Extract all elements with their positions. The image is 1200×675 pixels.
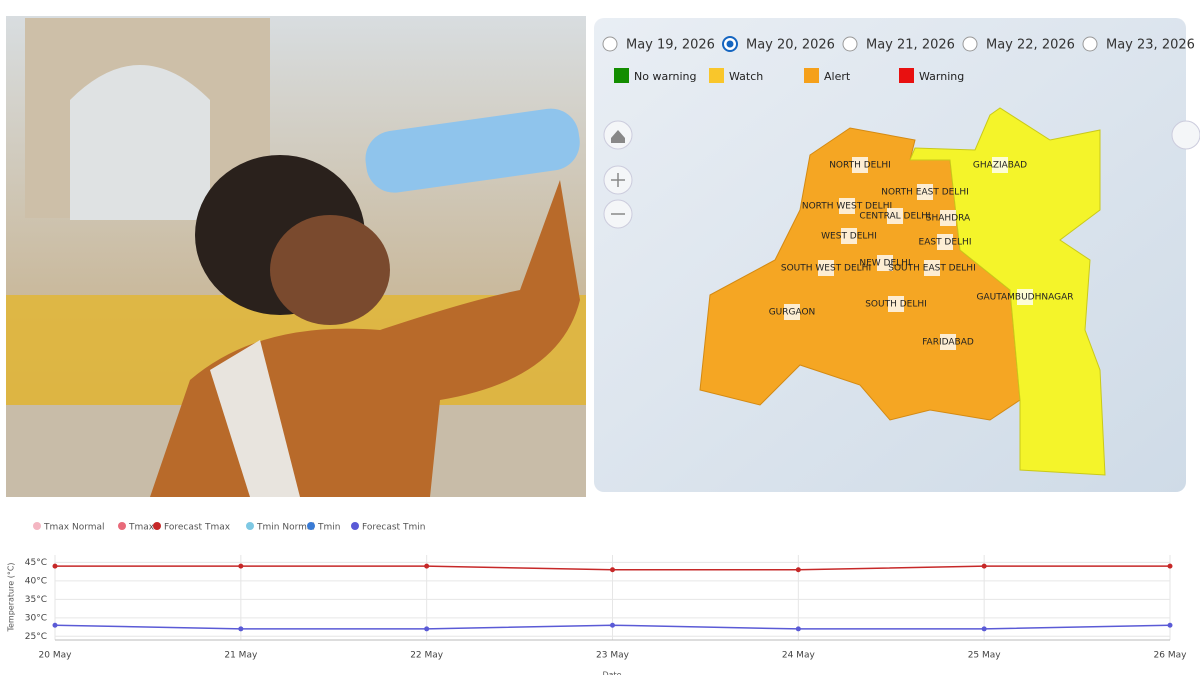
district-marker: [818, 260, 834, 276]
y-axis-label: Temperature (°C): [7, 562, 16, 632]
legend-label: No warning: [634, 70, 697, 83]
legend-label: Alert: [824, 70, 851, 83]
x-tick-label: 25 May: [968, 651, 1002, 661]
district-label: NEW DELHI: [859, 259, 910, 269]
y-tick-label: 45°C: [25, 558, 47, 568]
x-tick-label: 21 May: [224, 651, 258, 661]
photo: [6, 16, 586, 497]
legend-label: Warning: [919, 70, 964, 83]
district-label: CENTRAL DELHI: [859, 212, 930, 222]
district-marker: [888, 296, 904, 312]
legend-swatch: [614, 68, 629, 83]
district-marker: [841, 228, 857, 244]
map-panel: [594, 18, 1200, 492]
district-marker: [992, 157, 1008, 173]
legend-swatch: [709, 68, 724, 83]
legend-label: Tmax: [128, 523, 155, 533]
district-label: SHAHDRA: [926, 214, 971, 224]
data-point: [795, 567, 801, 573]
y-tick-label: 40°C: [25, 576, 47, 586]
data-point: [1167, 622, 1173, 628]
zoom-in-icon: [611, 173, 625, 187]
district-label: GAUTAMBUDHNAGAR: [976, 293, 1073, 303]
data-point: [424, 563, 430, 569]
district-label: WEST DELHI: [821, 232, 877, 242]
home-icon: [611, 130, 625, 143]
data-point: [795, 626, 801, 632]
temperature-chart: Tmax Normal Tmax Forecast Tmax Tmin Normal T…: [7, 522, 1188, 675]
data-point: [424, 626, 430, 632]
data-point: [52, 563, 58, 569]
date-radio[interactable]: [962, 36, 978, 52]
district-label: EAST DELHI: [919, 238, 972, 248]
district-label: SOUTH DELHI: [865, 300, 927, 310]
legend-marker: [246, 522, 254, 530]
y-tick-label: 25°C: [25, 632, 47, 642]
legend-swatch: [899, 68, 914, 83]
district-marker: [839, 198, 855, 214]
date-radio[interactable]: [842, 36, 858, 52]
legend-marker: [307, 522, 315, 530]
date-option-label[interactable]: May 20, 2026: [746, 38, 835, 53]
download-button[interactable]: [1171, 120, 1200, 150]
y-tick-label: 35°C: [25, 595, 47, 605]
district-marker: [784, 304, 800, 320]
x-tick-label: 23 May: [596, 651, 630, 661]
district-marker: [1017, 289, 1033, 305]
district-marker: [924, 260, 940, 276]
district-marker: [937, 234, 953, 250]
map-controls: [603, 120, 1200, 229]
data-point: [238, 626, 244, 632]
district-label: NORTH WEST DELHI: [802, 202, 892, 212]
date-radio[interactable]: [602, 36, 618, 52]
district-marker: [887, 208, 903, 224]
data-point: [1167, 563, 1173, 569]
district-label: NORTH EAST DELHI: [881, 188, 969, 198]
legend-marker: [118, 522, 126, 530]
data-point: [238, 563, 244, 569]
x-axis-label: Date: [602, 671, 621, 675]
legend-marker: [153, 522, 161, 530]
x-tick-label: 24 May: [782, 651, 816, 661]
x-tick-label: 20 May: [39, 651, 73, 661]
legend-label: Forecast Tmax: [164, 523, 231, 533]
data-point: [981, 626, 987, 632]
date-radio[interactable]: [1082, 36, 1098, 52]
district-label: FARIDABAD: [922, 338, 974, 348]
date-option-label[interactable]: May 23, 2026: [1106, 38, 1195, 53]
district-label: NORTH DELHI: [829, 161, 891, 171]
district-marker: [917, 184, 933, 200]
data-point: [610, 622, 615, 628]
watch-region: [909, 107, 1106, 476]
data-point: [981, 563, 987, 569]
data-point: [610, 567, 615, 573]
legend-label: Watch: [729, 70, 763, 83]
legend-label: Tmax Normal: [43, 523, 105, 533]
date-option-label[interactable]: May 22, 2026: [986, 38, 1075, 53]
district-marker: [852, 157, 868, 173]
legend-marker: [351, 522, 359, 530]
district-label: SOUTH EAST DELHI: [888, 264, 975, 274]
x-tick-label: 26 May: [1154, 651, 1188, 661]
legend-label: Forecast Tmin: [362, 523, 425, 533]
legend-label: Tmin Normal: [256, 523, 315, 533]
district-marker: [940, 334, 956, 350]
district-label: GURGAON: [769, 308, 816, 318]
legend-marker: [33, 522, 41, 530]
district-marker: [877, 255, 893, 271]
district-label: GHAZIABAD: [973, 161, 1027, 171]
district-marker: [940, 210, 956, 226]
date-option-label[interactable]: May 19, 2026: [626, 38, 715, 53]
date-option-label[interactable]: May 21, 2026: [866, 38, 955, 53]
x-tick-label: 22 May: [410, 651, 444, 661]
date-radio-dot: [726, 40, 734, 48]
legend-label: Tmin: [317, 523, 340, 533]
legend-swatch: [804, 68, 819, 83]
y-tick-label: 30°C: [25, 613, 47, 623]
district-label: SOUTH WEST DELHI: [781, 264, 871, 274]
data-point: [52, 622, 58, 628]
